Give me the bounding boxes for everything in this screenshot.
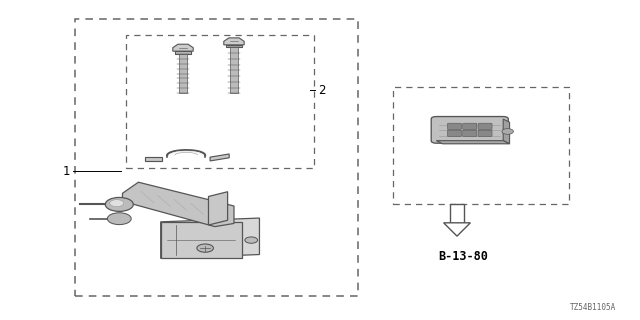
Bar [179,54,187,93]
Text: 2: 2 [318,84,326,97]
Bar [394,87,568,204]
FancyBboxPatch shape [431,116,508,143]
Polygon shape [444,223,470,236]
Text: B-13-80: B-13-80 [438,251,488,263]
FancyBboxPatch shape [447,123,461,130]
Polygon shape [173,44,193,51]
Bar [75,19,358,296]
Circle shape [502,129,513,134]
Bar [226,45,242,47]
FancyBboxPatch shape [463,123,477,130]
Text: 1: 1 [63,164,70,178]
Polygon shape [161,222,242,258]
Polygon shape [210,154,229,161]
Polygon shape [450,204,464,223]
Polygon shape [224,38,244,45]
Polygon shape [436,141,509,144]
Text: TZ54B1105A: TZ54B1105A [570,303,616,312]
Polygon shape [145,157,163,161]
Circle shape [108,213,131,225]
Bar [175,51,191,54]
Bar [230,47,237,93]
FancyBboxPatch shape [463,130,477,137]
FancyBboxPatch shape [478,130,492,137]
FancyBboxPatch shape [447,130,461,137]
Circle shape [245,237,258,243]
Polygon shape [161,218,259,258]
Circle shape [105,197,133,212]
Polygon shape [122,182,234,227]
Circle shape [109,200,124,207]
Circle shape [197,244,213,252]
Bar [125,35,314,168]
FancyBboxPatch shape [478,123,492,130]
Polygon shape [209,192,228,225]
Polygon shape [503,119,509,144]
